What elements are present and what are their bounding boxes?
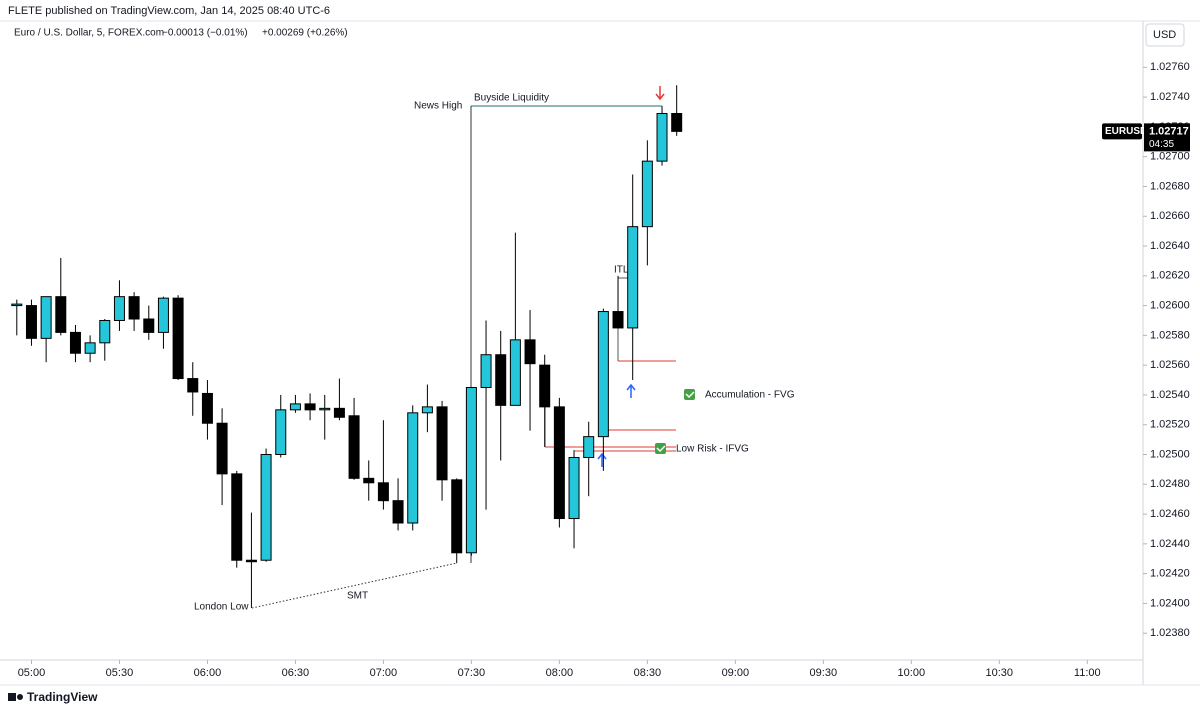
candle-body xyxy=(627,226,639,329)
candle-body xyxy=(260,454,272,561)
candle-body xyxy=(671,112,683,132)
candle-body xyxy=(172,297,184,380)
candle-body xyxy=(495,354,507,406)
annotation: SMT xyxy=(347,591,368,602)
x-tick-label: 08:30 xyxy=(634,667,662,679)
candle-body xyxy=(583,436,595,458)
candle-body xyxy=(348,415,360,479)
currency-button[interactable] xyxy=(1145,23,1185,47)
candle-body xyxy=(480,354,492,388)
y-tick-label: 1.02460 xyxy=(1150,508,1190,520)
y-tick-label: 1.02520 xyxy=(1150,419,1190,431)
candle-body xyxy=(143,318,155,333)
y-tick-label: 1.02480 xyxy=(1150,478,1190,490)
candle-body xyxy=(84,342,96,354)
y-tick-label: 1.02740 xyxy=(1150,91,1190,103)
y-tick-label: 1.02640 xyxy=(1150,240,1190,252)
y-tick-label: 1.02440 xyxy=(1150,538,1190,550)
y-tick-label: 1.02400 xyxy=(1150,597,1190,609)
candle-body xyxy=(539,364,551,408)
candle-body xyxy=(40,296,52,339)
y-tick-label: 1.02420 xyxy=(1150,568,1190,580)
candle-body xyxy=(377,482,389,502)
candle-body xyxy=(597,311,609,438)
candle-body xyxy=(363,477,375,484)
candle-body xyxy=(333,407,345,418)
currency: USD xyxy=(1153,29,1176,41)
candle-body xyxy=(216,422,228,475)
candle-body xyxy=(568,456,580,520)
tv-logo xyxy=(8,693,23,701)
change-2: +0.00269 (+0.26%) xyxy=(262,28,348,39)
annotation: Accumulation - FVG xyxy=(705,390,795,401)
x-tick-label: 06:00 xyxy=(194,667,222,679)
candle-body xyxy=(612,311,624,329)
symbol-label: EURUSD xyxy=(1105,126,1147,137)
candle-body xyxy=(524,339,536,365)
candle-body xyxy=(25,305,37,339)
y-tick-label: 1.02660 xyxy=(1150,210,1190,222)
annotation: Buyside Liquidity xyxy=(474,93,549,104)
candle-body xyxy=(187,378,199,393)
y-tick-label: 1.02500 xyxy=(1150,448,1190,460)
x-tick-label: 10:00 xyxy=(898,667,926,679)
symbol-badge xyxy=(1102,123,1142,140)
candle-body xyxy=(11,303,23,307)
annotation: London Low xyxy=(194,602,249,613)
x-tick-label: 10:30 xyxy=(986,667,1014,679)
candle-body xyxy=(319,407,331,411)
candle-body xyxy=(289,403,301,411)
countdown: 04:35 xyxy=(1149,139,1174,150)
candle-body xyxy=(656,112,668,162)
brand: TradingView xyxy=(27,690,98,704)
change: −0.00013 (−0.01%) xyxy=(162,28,248,39)
symbol-legend: Euro / U.S. Dollar, 5, FOREX.com xyxy=(14,28,164,39)
x-tick-label: 09:00 xyxy=(722,667,750,679)
candle-body xyxy=(157,297,169,333)
y-tick-label: 1.02700 xyxy=(1150,151,1190,163)
candle-body xyxy=(69,331,81,354)
annotation: Low Risk - IFVG xyxy=(676,444,749,455)
candle-body xyxy=(392,500,404,524)
candle-body xyxy=(509,339,521,406)
x-tick-label: 11:00 xyxy=(1074,667,1101,679)
candle-body xyxy=(55,296,67,333)
candle-body xyxy=(421,406,433,414)
candle-body xyxy=(231,473,243,561)
x-tick-label: 05:00 xyxy=(18,667,46,679)
y-tick-label: 1.02760 xyxy=(1150,61,1190,73)
candle-body xyxy=(99,319,111,344)
y-tick-label: 1.02580 xyxy=(1150,329,1190,341)
x-tick-label: 08:00 xyxy=(546,667,574,679)
candle-body xyxy=(113,296,125,321)
y-tick-label: 1.02600 xyxy=(1150,299,1190,311)
candle-body xyxy=(436,406,448,481)
y-tick-label: 1.02540 xyxy=(1150,389,1190,401)
candle-body xyxy=(245,559,257,563)
candle-body xyxy=(641,160,653,228)
candle-body xyxy=(553,406,565,520)
x-tick-label: 05:30 xyxy=(106,667,134,679)
price-badge xyxy=(1144,123,1190,152)
annotation: News High xyxy=(414,101,462,112)
last-price: 1.02717 xyxy=(1149,125,1189,137)
y-tick-label: 1.02680 xyxy=(1150,180,1190,192)
y-tick-label: 1.02620 xyxy=(1150,270,1190,282)
x-tick-label: 06:30 xyxy=(282,667,310,679)
x-tick-label: 07:00 xyxy=(370,667,398,679)
x-tick-label: 09:30 xyxy=(810,667,838,679)
candle-body xyxy=(465,386,477,554)
candle-body xyxy=(128,296,140,320)
candle-body xyxy=(201,392,213,424)
y-tick-label: 1.02380 xyxy=(1150,627,1190,639)
candle-body xyxy=(275,409,287,456)
publish-line: FLETE published on TradingView.com, Jan … xyxy=(8,5,330,17)
candle-body xyxy=(451,479,463,554)
candle-body xyxy=(407,412,419,524)
candle-body xyxy=(304,403,316,411)
annotation: ITL xyxy=(614,265,629,276)
y-tick-label: 1.02560 xyxy=(1150,359,1190,371)
x-tick-label: 07:30 xyxy=(458,667,486,679)
